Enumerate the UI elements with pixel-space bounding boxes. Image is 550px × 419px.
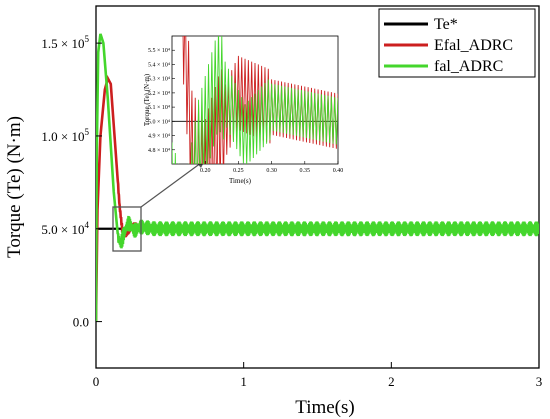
legend-entry-label: fal_ADRC	[434, 58, 503, 75]
inset-x-tick-label: 0.40	[333, 168, 344, 174]
y-axis-ticks: 0.0 5.0 × 104 1.0 × 105 1.5 × 105	[41, 34, 102, 330]
inset-y-tick-label: 5.3 × 10⁴	[148, 77, 170, 83]
inset-y-tick-label: 5.1 × 10⁴	[148, 105, 170, 111]
y-tick-label: 5.0 × 104	[41, 220, 89, 237]
series-layer	[96, 33, 539, 322]
inset-y-tick-label: 4.9 × 10⁴	[148, 134, 170, 140]
zoom-connector-arrow	[140, 159, 206, 208]
inset-y-tick-label: 4.8 × 10⁴	[148, 148, 170, 154]
x-tick-label: 3	[536, 374, 543, 389]
series-line-fal-adrc	[96, 33, 539, 322]
legend: Te* Efal_ADRC fal_ADRC	[378, 8, 536, 78]
inset-x-tick-label: 0.35	[300, 168, 311, 174]
y-tick-label: 1.0 × 105	[41, 127, 89, 144]
legend-entry-label: Efal_ADRC	[434, 37, 513, 54]
x-tick-label: 1	[240, 374, 247, 389]
zoom-region-box	[112, 206, 142, 252]
inset-y-tick-label: 5.5 × 10⁴	[148, 48, 170, 54]
inset-y-tick-label: 5.0 × 10⁴	[148, 119, 170, 125]
inset-x-tick-label: 0.20	[200, 168, 211, 174]
inset-y-tick-label: 5.4 × 10⁴	[148, 62, 170, 68]
inset-plot: 0.20 0.25 0.30 0.35 0.40 4.8 × 10⁴ 4.9 × 10⁴ 5.…	[143, 35, 344, 185]
legend-entry-label: Te*	[434, 16, 458, 33]
inset-y-tick-label: 5.2 × 10⁴	[148, 91, 170, 97]
y-tick-label: 0.0	[73, 315, 89, 330]
x-tick-label: 0	[93, 374, 100, 389]
x-axis-ticks: 0 1 2 3	[93, 362, 543, 389]
y-tick-label: 1.5 × 105	[41, 34, 89, 51]
inset-x-label: Time(s)	[229, 177, 252, 185]
inset-y-label: Torque (Te) (N·m)	[143, 73, 151, 126]
inset-series-line-fal-adrc	[172, 36, 338, 164]
x-axis-label: Time(s)	[295, 397, 354, 418]
y-axis-label: Torque (Te) (N·m)	[4, 116, 25, 258]
inset-x-tick-label: 0.30	[266, 168, 277, 174]
x-tick-label: 2	[388, 374, 395, 389]
inset-x-tick-label: 0.25	[233, 168, 244, 174]
